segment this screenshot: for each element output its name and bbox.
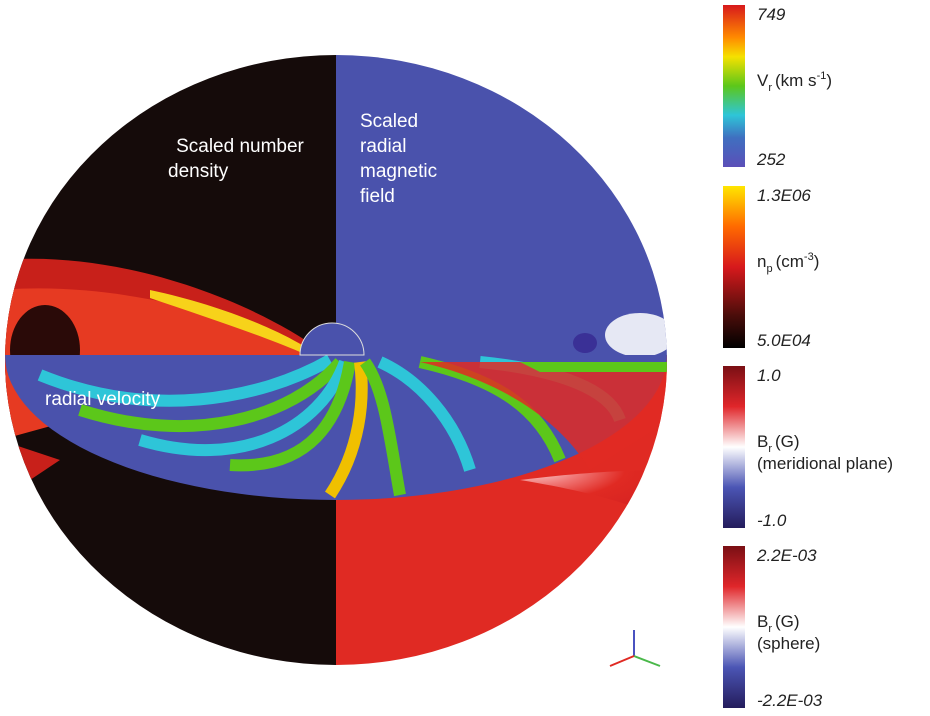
colorbar-max: 749 [757,5,786,24]
label: Scaled number [176,136,304,157]
colorbar [723,366,745,528]
label: radial velocity [45,389,161,410]
unit: (km s [775,71,817,90]
colorbar-note: (meridional plane) [757,454,893,473]
symbol: n [757,252,766,271]
symbol: V [757,71,769,90]
colorbar [723,546,745,708]
unit-close: ) [826,71,832,90]
unit: (G) [775,432,800,451]
colorbar-max: 1.3E06 [757,186,811,205]
colorbar-max: 2.2E-03 [756,546,817,565]
colorbar-min: 5.0E04 [757,331,811,350]
label: magnetic [360,161,437,182]
superscript: -3 [804,251,814,263]
unit: (G) [775,612,800,631]
subscript: r [768,623,772,635]
colorbar-label: np (cm-3) [757,251,819,275]
axes-icon [609,630,661,667]
subscript: p [766,263,772,275]
unit: (cm [776,252,804,271]
colorbar-min: 252 [756,150,786,169]
subscript: r [768,82,772,94]
unit-close: ) [814,252,820,271]
symbol: B [757,432,768,451]
colorbar-min: -1.0 [757,511,787,530]
colorbar [723,186,745,348]
colorbar-note: (sphere) [757,634,820,653]
symbol: B [757,612,768,631]
label: radial [360,136,406,157]
colorbar-label: Vr (km s-1) [757,70,832,94]
label: density [168,161,229,182]
colorbar-label: Br (G) [757,432,800,455]
colorbar [723,5,745,167]
label: Scaled [360,111,418,132]
label: field [360,186,395,207]
subscript: r [768,443,772,455]
sphere [5,55,667,665]
colorbar-min: -2.2E-03 [757,691,823,710]
colorbar-max: 1.0 [757,366,781,385]
superscript: -1 [817,70,827,82]
colorbar-label: Br (G) [757,612,800,635]
